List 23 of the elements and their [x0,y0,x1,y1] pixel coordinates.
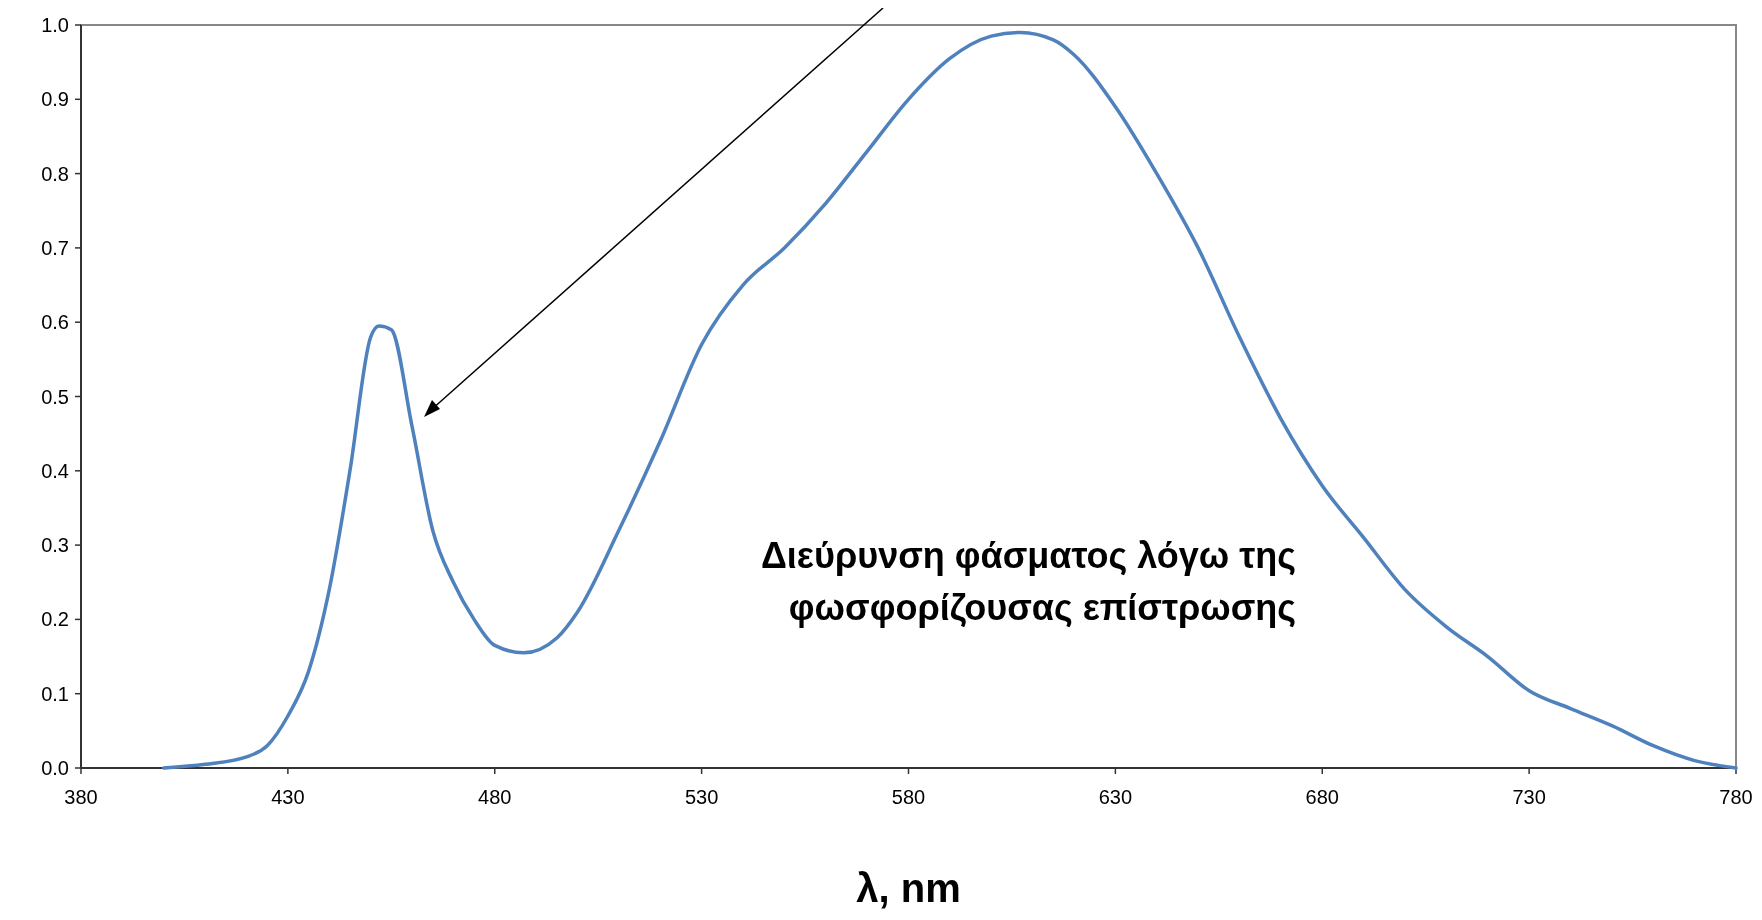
y-tick-label: 0.3 [41,534,69,557]
x-tick-label: 530 [684,786,719,808]
y-tick-label: 0.5 [41,385,69,408]
y-tick-label: 0.8 [41,162,69,185]
x-axis-title: λ, nm [856,866,961,910]
x-tick-label: 430 [271,786,305,808]
x-tick-label: 380 [64,786,98,808]
y-tick-label: 0.1 [41,682,69,705]
line-series [162,30,1738,770]
x-tick-label: 680 [1305,786,1339,808]
y-tick-label: 0.9 [41,88,69,111]
x-tick-label: 630 [1098,786,1133,808]
x-tick-label: 480 [478,786,512,808]
y-tick-label: 0.2 [41,608,69,631]
y-tick-label: 1.0 [41,14,69,36]
x-tick-label: 780 [1719,786,1753,808]
y-tick-label: 0.7 [41,236,69,259]
y-tick-label: 0.4 [41,459,69,482]
x-tick-label: 580 [891,786,926,808]
y-tick-label: 0.0 [41,757,69,779]
annotation: Διεύρυνση φάσματος λόγω της φωσφορίζουσας επίστρωσης [760,535,1296,628]
y-tick-label: 0.6 [41,311,69,334]
x-tick-label: 730 [1512,786,1546,808]
